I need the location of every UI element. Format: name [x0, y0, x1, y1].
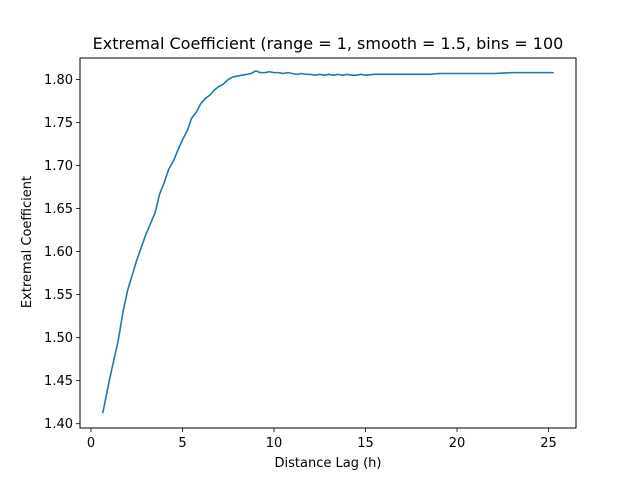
x-tick-label: 0 [87, 436, 95, 451]
y-tick-label: 1.55 [44, 288, 73, 303]
y-tick-label: 1.70 [44, 159, 73, 174]
x-tick-label: 20 [449, 436, 466, 451]
x-tick-label: 10 [266, 436, 283, 451]
y-axis-ticks: 1.40 1.45 1.50 1.55 1.60 1.65 1.70 1.75 1.80 [44, 73, 80, 432]
y-axis-label: Extremal Coefficient [20, 176, 35, 308]
x-axis-ticks: 0 5 10 15 20 25 [87, 428, 557, 451]
x-tick-label: 15 [357, 436, 374, 451]
plot-area [102, 70, 554, 414]
y-tick-label: 1.80 [44, 73, 73, 88]
y-tick-label: 1.45 [44, 374, 73, 389]
y-tick-label: 1.50 [44, 331, 73, 346]
y-tick-label: 1.40 [44, 417, 73, 432]
y-tick-label: 1.60 [44, 245, 73, 260]
chart-title: Extremal Coefficient (range = 1, smooth … [93, 34, 564, 53]
y-tick-label: 1.65 [44, 202, 73, 217]
x-tick-label: 25 [540, 436, 557, 451]
x-axis-label: Distance Lag (h) [275, 456, 382, 471]
x-tick-label: 5 [178, 436, 186, 451]
axes-frame [79, 57, 577, 429]
series-line [102, 70, 554, 414]
y-tick-label: 1.75 [44, 116, 73, 131]
